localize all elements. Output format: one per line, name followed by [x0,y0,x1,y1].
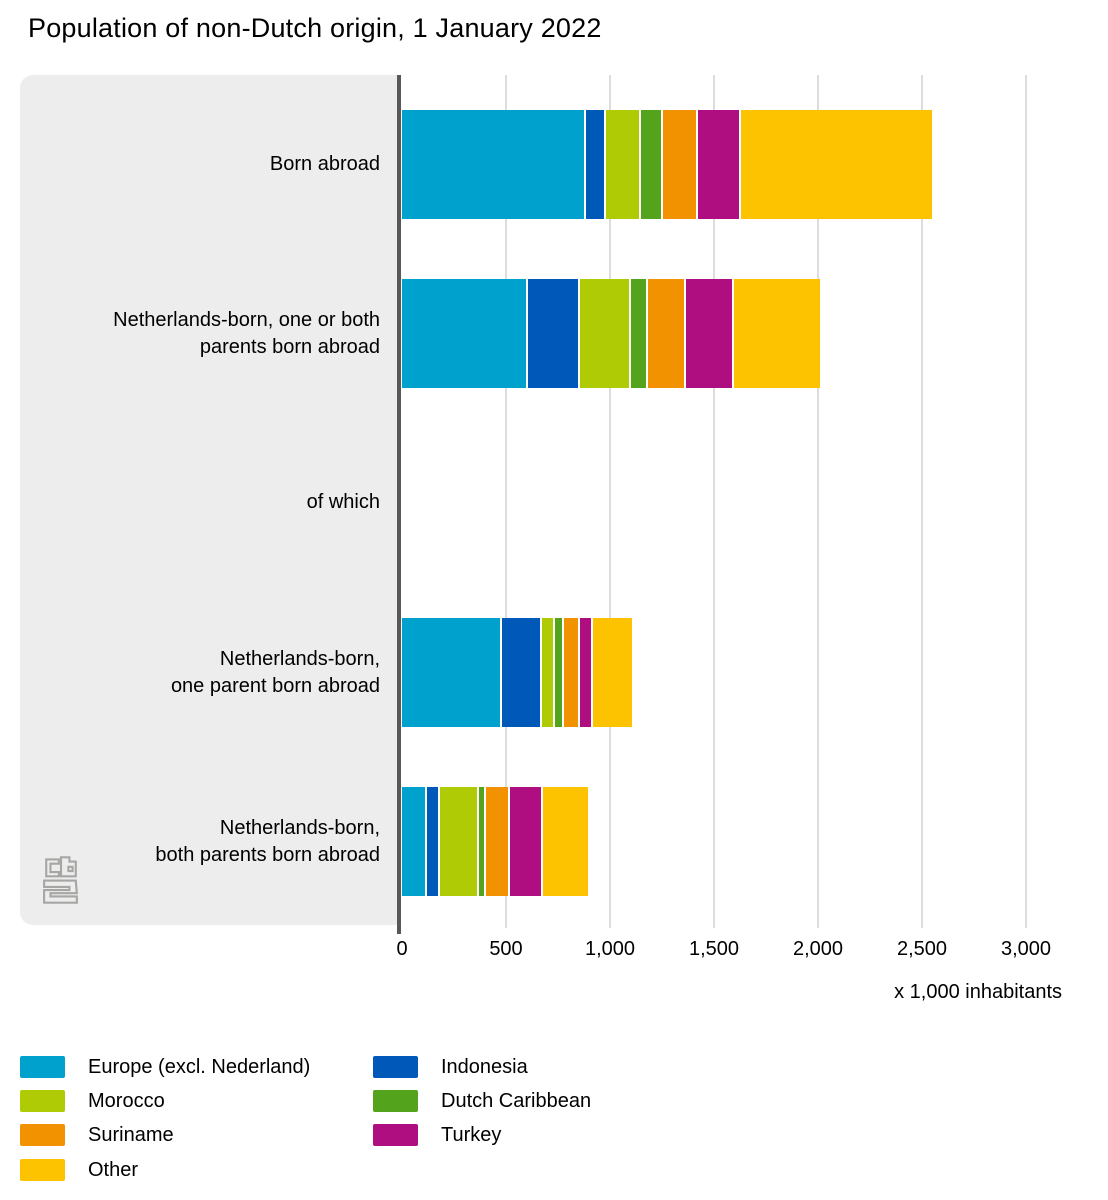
bar-row [402,110,933,219]
bar-segment-indonesia[interactable] [499,618,541,727]
bar-row [402,618,632,727]
bar-segment-indonesia[interactable] [525,279,578,388]
bar-segment-other[interactable] [738,110,933,219]
legend-swatch [373,1124,418,1146]
bar-segment-turkey[interactable] [696,110,739,219]
x-axis-zero-line [397,75,401,934]
category-label: Netherlands-born, one or both parents bor… [113,308,380,358]
legend-swatch [373,1056,418,1078]
category-label-panel [20,75,397,925]
category-label: Born abroad [269,153,380,175]
bar-segment-europe-excl-nederland[interactable] [402,110,584,219]
bar-segment-other[interactable] [541,787,589,896]
bar-segment-dutch-caribbean[interactable] [639,110,661,219]
bar-segment-suriname[interactable] [484,787,509,896]
legend-label: Other [88,1158,139,1181]
legend-label: Indonesia [441,1055,528,1078]
legend-swatch [20,1056,65,1078]
gridline-500 [505,75,507,928]
bar-segment-morocco[interactable] [540,618,553,727]
chart-title: Population of non-Dutch origin, 1 Januar… [28,13,602,43]
legend-swatch [373,1090,418,1112]
x-tick-label: 1,500 [688,938,740,960]
legend-item-other[interactable]: Other [20,1159,138,1181]
x-tick-label: 1,000 [584,938,636,960]
legend-label: Suriname [88,1123,174,1146]
bar-row [402,279,821,388]
bar-segment-other[interactable] [731,279,821,388]
bar-segment-morocco[interactable] [577,279,629,388]
bar-segment-europe-excl-nederland[interactable] [402,618,500,727]
legend-label: Europe (excl. Nederland) [88,1055,311,1078]
legend-item-dutch-caribbean[interactable]: Dutch Caribbean [373,1090,591,1112]
bar-segment-morocco[interactable] [603,110,640,219]
x-tick-label: 0 [396,938,408,960]
gridline-1000 [609,75,611,928]
category-label: of which [306,491,380,513]
gridline-2500 [921,75,923,928]
x-tick-label: 500 [489,938,523,960]
bar-segment-dutch-caribbean[interactable] [628,279,647,388]
legend-swatch [20,1090,65,1112]
bar-segment-turkey[interactable] [508,787,542,896]
bar-segment-suriname[interactable] [660,110,697,219]
category-label: Netherlands-born, both parents born abroa… [155,816,380,866]
legend-item-indonesia[interactable]: Indonesia [373,1056,528,1078]
bar-segment-suriname[interactable] [646,279,684,388]
legend-item-suriname[interactable]: Suriname [20,1124,174,1146]
cbs-logo-icon [43,856,78,904]
bar-segment-other[interactable] [591,618,632,727]
category-label: Netherlands-born, one parent born abroad [170,647,380,697]
legend-swatch [20,1124,65,1146]
bar-segment-dutch-caribbean[interactable] [476,787,485,896]
legend-item-morocco[interactable]: Morocco [20,1090,165,1112]
bar-segment-turkey[interactable] [577,618,592,727]
bar-segment-turkey[interactable] [683,279,732,388]
gridline-1500 [713,75,715,928]
legend-label: Dutch Caribbean [441,1089,592,1112]
bar-segment-suriname[interactable] [562,618,578,727]
legend-item-europe-excl-nederland[interactable]: Europe (excl. Nederland) [20,1056,310,1078]
x-tick-label: 2,000 [792,938,844,960]
bar-segment-indonesia[interactable] [424,787,439,896]
bar-segment-indonesia[interactable] [584,110,604,219]
bar-segment-morocco[interactable] [438,787,477,896]
x-tick-label: 2,500 [896,938,948,960]
x-tick-label: 3,000 [1000,938,1052,960]
legend-label: Turkey [441,1123,502,1146]
x-axis-unit-label: x 1,000 inhabitants [894,981,1062,1003]
bar-segment-europe-excl-nederland[interactable] [402,787,425,896]
gridline-2000 [817,75,819,928]
legend-swatch [20,1159,65,1181]
gridline-3000 [1025,75,1027,928]
bar-segment-europe-excl-nederland[interactable] [402,279,526,388]
legend-item-turkey[interactable]: Turkey [373,1124,501,1146]
bar-row [402,787,589,896]
legend-label: Morocco [88,1089,165,1112]
bar-segment-dutch-caribbean[interactable] [552,618,563,727]
